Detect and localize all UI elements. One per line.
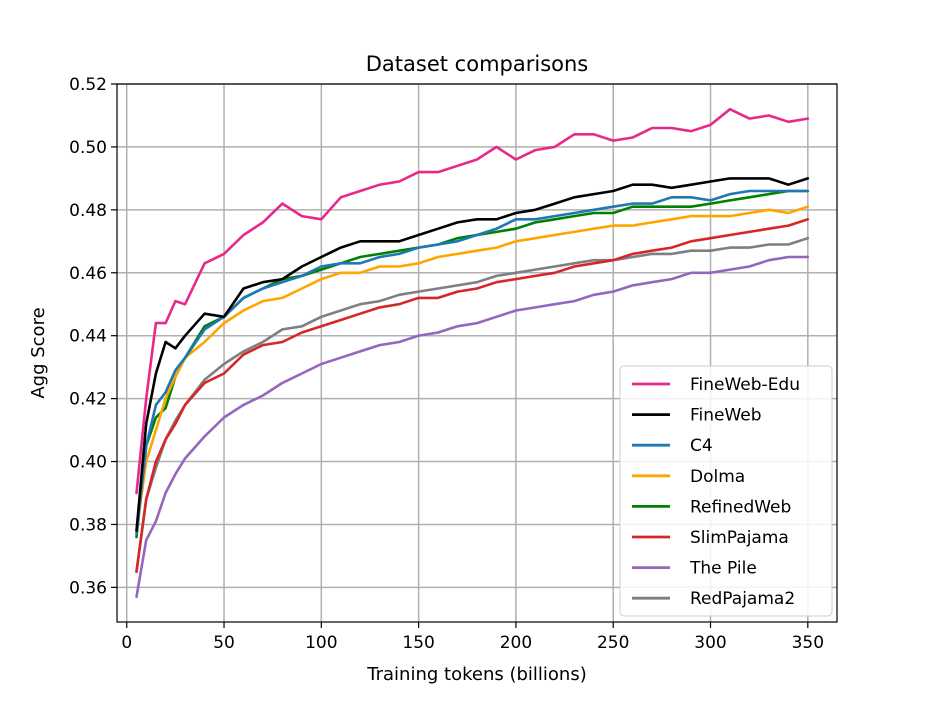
x-tick-label: 250	[597, 633, 629, 653]
plot-area-frame	[116, 83, 838, 623]
series-line-fineweb	[135, 177, 810, 533]
legend: FineWeb-Edu FineWeb C4 Dolma RefinedWeb SlimP…	[619, 365, 833, 617]
series-lines	[135, 107, 810, 599]
chart-title: Dataset comparisons	[366, 52, 588, 76]
x-tick-label: 150	[402, 633, 434, 653]
y-tick-label: 0.36	[69, 578, 107, 598]
series-line-dolma	[135, 205, 810, 533]
y-axis-ticks: 0.36 0.38 0.40 0.42 0.44 0.46 0.48 0.50 0.52	[69, 75, 117, 598]
y-tick-label: 0.50	[69, 138, 107, 158]
series-line-redpajama2	[135, 236, 810, 574]
legend-label-the-pile: The Pile	[689, 559, 757, 579]
legend-label-fineweb: FineWeb	[690, 406, 762, 426]
y-tick-label: 0.40	[69, 453, 107, 473]
legend-label-slimpajama: SlimPajama	[690, 528, 789, 548]
legend-label-fineweb-edu: FineWeb-Edu	[690, 375, 800, 395]
y-axis-label: Agg Score	[28, 307, 49, 398]
y-tick-label: 0.48	[69, 201, 107, 221]
y-tick-label: 0.38	[69, 515, 107, 535]
series-line-the-pile	[135, 255, 810, 599]
legend-box	[619, 365, 833, 617]
legend-label-c4: C4	[690, 436, 713, 456]
y-tick-label: 0.44	[69, 327, 107, 347]
x-tick-label: 50	[213, 633, 235, 653]
series-line-slimpajama	[135, 218, 810, 574]
x-tick-label: 300	[694, 633, 726, 653]
series-line-refinedweb	[135, 189, 810, 539]
x-tick-label: 350	[792, 633, 824, 653]
legend-label-redpajama2: RedPajama2	[690, 589, 795, 609]
y-tick-label: 0.46	[69, 264, 107, 284]
x-tick-label: 0	[121, 633, 132, 653]
x-axis-label: Training tokens (billions)	[366, 664, 586, 685]
y-tick-label: 0.52	[69, 75, 107, 95]
series-line-fineweb-edu	[135, 107, 810, 495]
legend-label-dolma: Dolma	[690, 467, 745, 487]
legend-label-refinedweb: RefinedWeb	[690, 497, 791, 517]
x-tick-label: 100	[305, 633, 337, 653]
x-tick-label: 200	[500, 633, 532, 653]
y-tick-label: 0.42	[69, 390, 107, 410]
x-axis-ticks: 0 50 100 150 200 250 300 350	[121, 622, 824, 653]
series-line-c4	[135, 189, 810, 536]
